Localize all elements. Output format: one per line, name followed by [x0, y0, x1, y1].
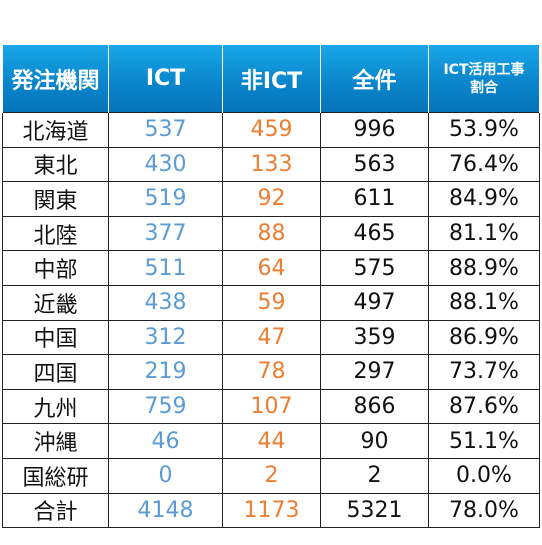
cell-ratio: 81.1% [428, 215, 540, 252]
table-row: 中国 312 47 359 86.9% [2, 319, 540, 356]
cell-total: 90 [320, 423, 429, 459]
cell-agency: 中国 [2, 319, 109, 356]
cell-ict: 438 [108, 284, 223, 321]
cell-non-ict: 47 [222, 319, 321, 356]
cell-non-ict: 107 [222, 388, 321, 425]
cell-total: 611 [320, 181, 429, 217]
header-ratio-line2: 割合 [470, 79, 498, 96]
cell-total: 563 [320, 146, 429, 183]
cell-ratio: 51.1% [428, 423, 540, 459]
cell-total: 465 [320, 215, 429, 252]
cell-ict: 46 [108, 423, 223, 459]
cell-agency: 北陸 [2, 215, 109, 252]
cell-agency: 九州 [2, 388, 109, 425]
table-row: 沖縄 46 44 90 51.1% [2, 423, 540, 459]
cell-ratio: 86.9% [428, 319, 540, 356]
cell-non-ict: 88 [222, 215, 321, 252]
table-row: 四国 219 78 297 73.7% [2, 354, 540, 390]
table-row: 九州 759 107 866 87.6% [2, 388, 540, 425]
cell-non-ict: 78 [222, 354, 321, 390]
cell-total: 2 [320, 457, 429, 494]
cell-ict: 0 [108, 457, 223, 494]
cell-agency: 東北 [2, 146, 109, 183]
table-row: 近畿 438 59 497 88.1% [2, 284, 540, 321]
cell-agency: 中部 [2, 250, 109, 286]
cell-ict: 537 [108, 112, 223, 148]
cell-agency: 北海道 [2, 112, 109, 148]
header-row: 発注機関 ICT 非ICT 全件 ICT活用工事 割合 [2, 45, 540, 113]
cell-ict: 312 [108, 319, 223, 356]
table-row: 北陸 377 88 465 81.1% [2, 215, 540, 252]
cell-ratio: 88.1% [428, 284, 540, 321]
cell-total: 297 [320, 354, 429, 390]
cell-agency: 関東 [2, 181, 109, 217]
header-non-ict: 非ICT [222, 45, 321, 113]
cell-total: 866 [320, 388, 429, 425]
cell-non-ict: 59 [222, 284, 321, 321]
cell-ratio: 53.9% [428, 112, 540, 148]
table-header: 発注機関 ICT 非ICT 全件 ICT活用工事 割合 [2, 45, 540, 113]
cell-non-ict: 459 [222, 112, 321, 148]
header-ratio: ICT活用工事 割合 [428, 45, 540, 113]
table-row: 北海道 537 459 996 53.9% [2, 112, 540, 148]
cell-ratio: 78.0% [428, 492, 540, 529]
table-row: 関東 519 92 611 84.9% [2, 181, 540, 217]
cell-agency: 沖縄 [2, 423, 109, 459]
cell-total: 575 [320, 250, 429, 286]
cell-non-ict: 44 [222, 423, 321, 459]
cell-ratio: 76.4% [428, 146, 540, 183]
cell-ict: 759 [108, 388, 223, 425]
cell-total: 497 [320, 284, 429, 321]
header-ict: ICT [108, 45, 223, 113]
table-row: 合計 4148 1173 5321 78.0% [2, 492, 540, 529]
cell-agency: 四国 [2, 354, 109, 390]
cell-non-ict: 92 [222, 181, 321, 217]
cell-ict: 430 [108, 146, 223, 183]
cell-ict: 511 [108, 250, 223, 286]
cell-non-ict: 133 [222, 146, 321, 183]
cell-non-ict: 2 [222, 457, 321, 494]
table-body: 北海道 537 459 996 53.9% 東北 430 133 563 76.4% 関東 519 92… [2, 112, 540, 529]
header-ratio-line1: ICT活用工事 [443, 61, 525, 78]
cell-total: 5321 [320, 492, 429, 529]
cell-ratio: 84.9% [428, 181, 540, 217]
cell-ratio: 0.0% [428, 457, 540, 494]
cell-agency: 近畿 [2, 284, 109, 321]
table-row: 中部 511 64 575 88.9% [2, 250, 540, 286]
cell-non-ict: 1173 [222, 492, 321, 529]
header-total: 全件 [320, 45, 429, 113]
cell-total: 359 [320, 319, 429, 356]
cell-ict: 377 [108, 215, 223, 252]
cell-non-ict: 64 [222, 250, 321, 286]
cell-ict: 519 [108, 181, 223, 217]
cell-agency: 国総研 [2, 457, 109, 494]
cell-ict: 219 [108, 354, 223, 390]
cell-ict: 4148 [108, 492, 223, 529]
cell-total: 996 [320, 112, 429, 148]
ict-statistics-table: 発注機関 ICT 非ICT 全件 ICT活用工事 割合 北海道 537 459 996… [2, 45, 540, 529]
table-row: 国総研 0 2 2 0.0% [2, 457, 540, 494]
header-agency: 発注機関 [2, 45, 109, 113]
cell-ratio: 87.6% [428, 388, 540, 425]
table-row: 東北 430 133 563 76.4% [2, 146, 540, 183]
cell-ratio: 73.7% [428, 354, 540, 390]
cell-ratio: 88.9% [428, 250, 540, 286]
cell-agency: 合計 [2, 492, 109, 529]
